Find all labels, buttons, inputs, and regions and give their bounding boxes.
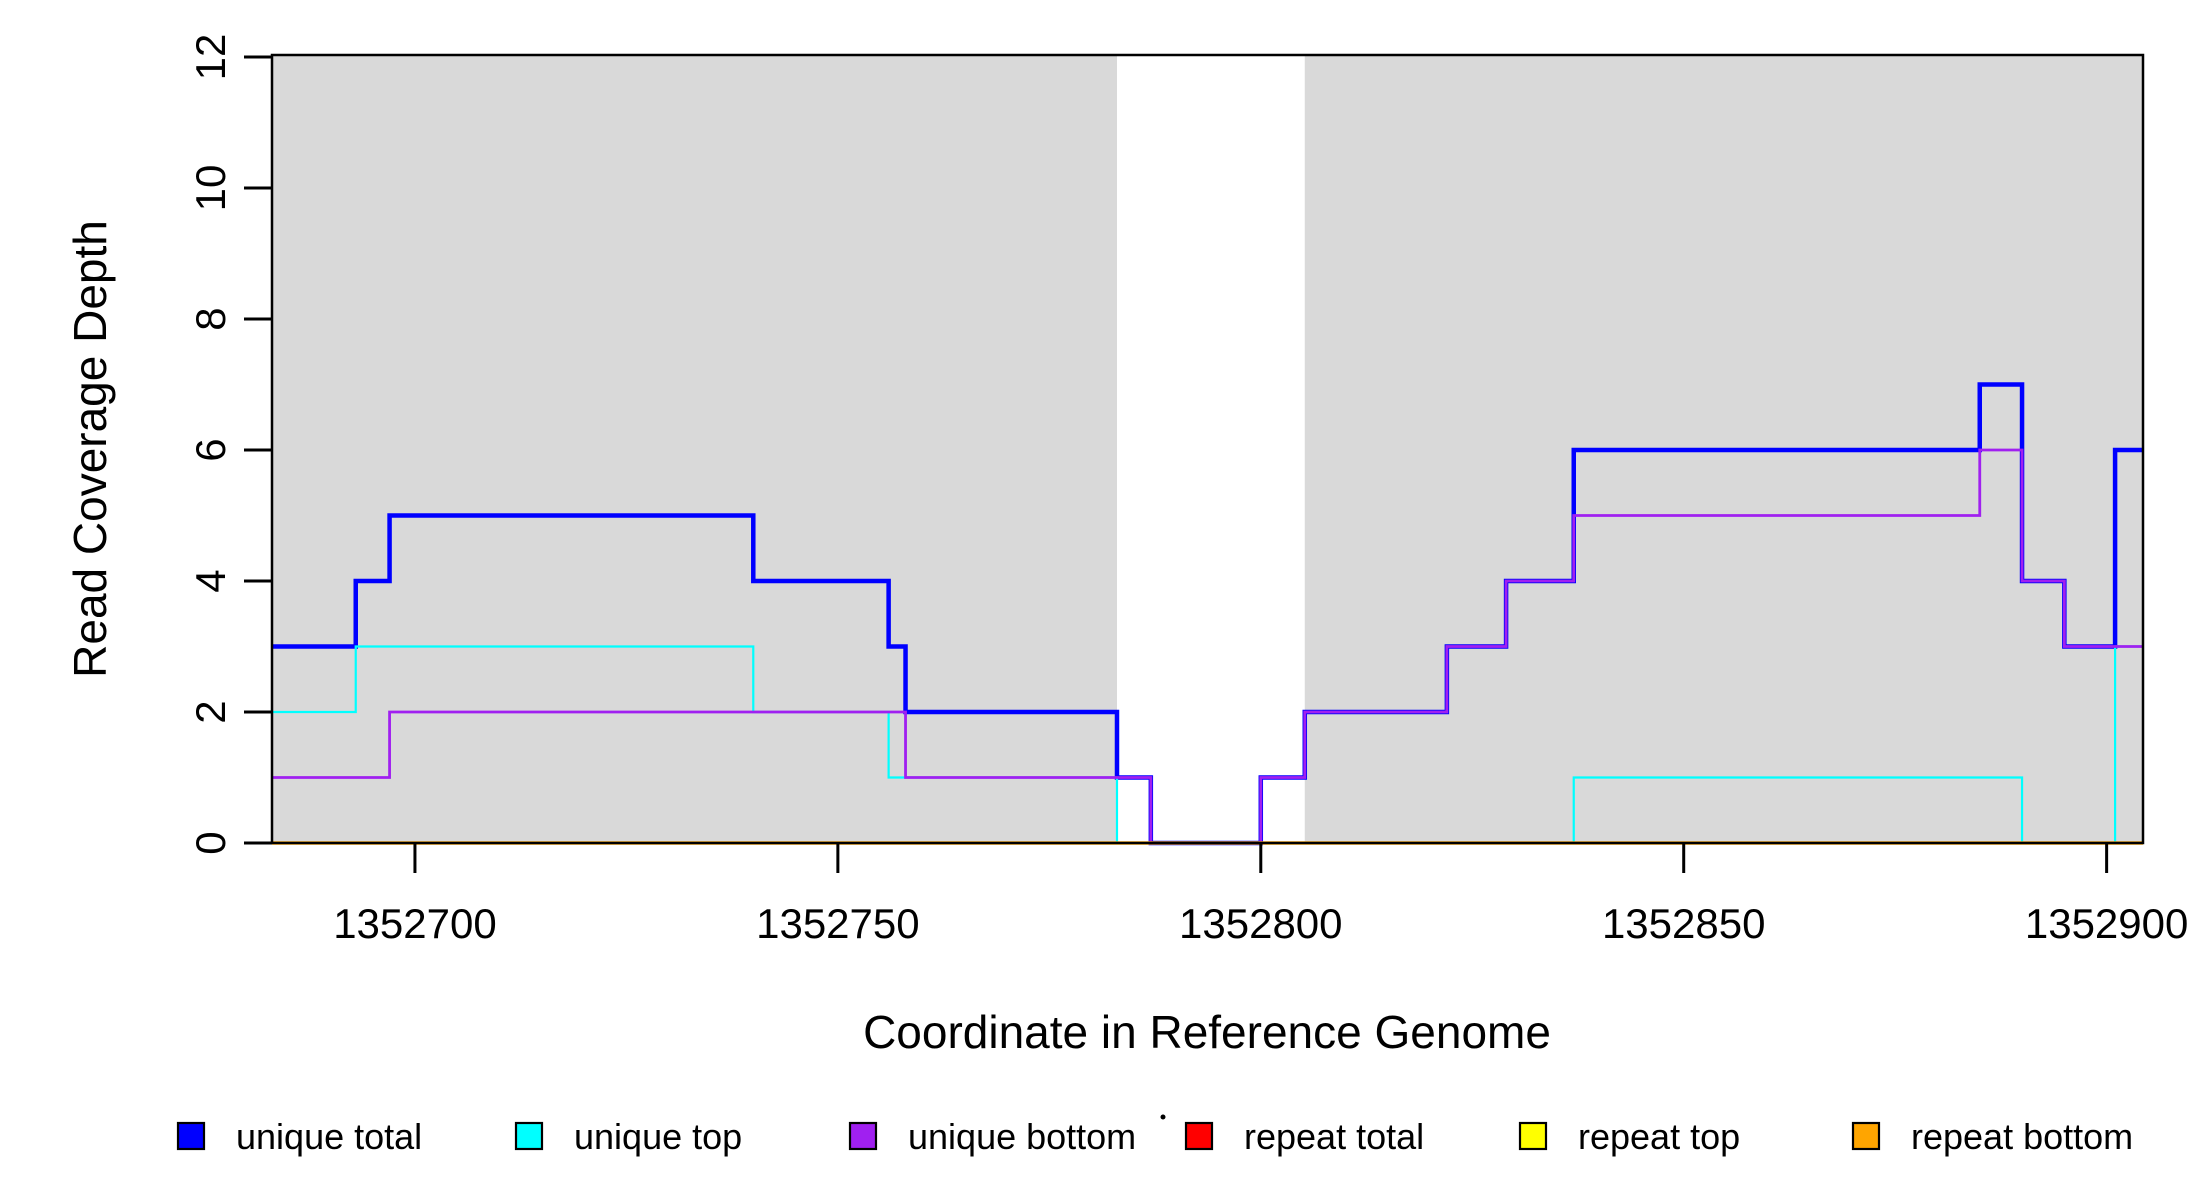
legend-label: unique total (236, 1116, 422, 1157)
legend-label: repeat total (1244, 1116, 1424, 1157)
legend-item-unique-total: unique total (176, 1116, 422, 1157)
x-tick-label: 1352900 (2025, 900, 2189, 947)
legend-item-unique-bottom: unique bottom (848, 1116, 1136, 1157)
y-tick-label: 10 (187, 165, 234, 212)
stray-dot (1160, 1114, 1166, 1120)
legend-swatch (176, 1121, 206, 1151)
legend-item-repeat-top: repeat top (1518, 1116, 1740, 1157)
legend-item-unique-top: unique top (514, 1116, 742, 1157)
legend-swatch (1184, 1121, 1214, 1151)
x-tick-label: 1352750 (756, 900, 920, 947)
legend-swatch (1518, 1121, 1548, 1151)
y-tick-label: 8 (187, 307, 234, 330)
y-tick-label: 12 (187, 34, 234, 81)
x-tick-label: 1352800 (1179, 900, 1343, 947)
legend-swatch (848, 1121, 878, 1151)
y-tick-label: 4 (187, 569, 234, 592)
y-tick-label: 6 (187, 438, 234, 461)
x-axis: 1352700 1352750 1352800 1352850 1352900 (333, 843, 2188, 947)
y-axis: 0 2 4 6 8 10 12 (187, 34, 272, 855)
legend-label: repeat top (1578, 1116, 1740, 1157)
x-axis-title: Coordinate in Reference Genome (863, 1006, 1551, 1058)
legend-swatch (1851, 1121, 1881, 1151)
y-tick-label: 0 (187, 831, 234, 854)
legend-label: repeat bottom (1911, 1116, 2133, 1157)
y-axis-title: Read Coverage Depth (64, 220, 116, 678)
y-tick-label: 2 (187, 700, 234, 723)
x-tick-label: 1352700 (333, 900, 497, 947)
series-unique-bottom (272, 448, 2143, 845)
legend-label: unique bottom (908, 1116, 1136, 1157)
legend-item-repeat-bottom: repeat bottom (1851, 1116, 2133, 1157)
x-tick-label: 1352850 (1602, 900, 1766, 947)
legend-swatch (514, 1121, 544, 1151)
legend: unique total unique top unique bottom repea… (176, 1116, 2133, 1157)
shaded-region-1 (272, 56, 1117, 843)
legend-item-repeat-total: repeat total (1184, 1116, 1424, 1157)
legend-label: unique top (574, 1116, 742, 1157)
